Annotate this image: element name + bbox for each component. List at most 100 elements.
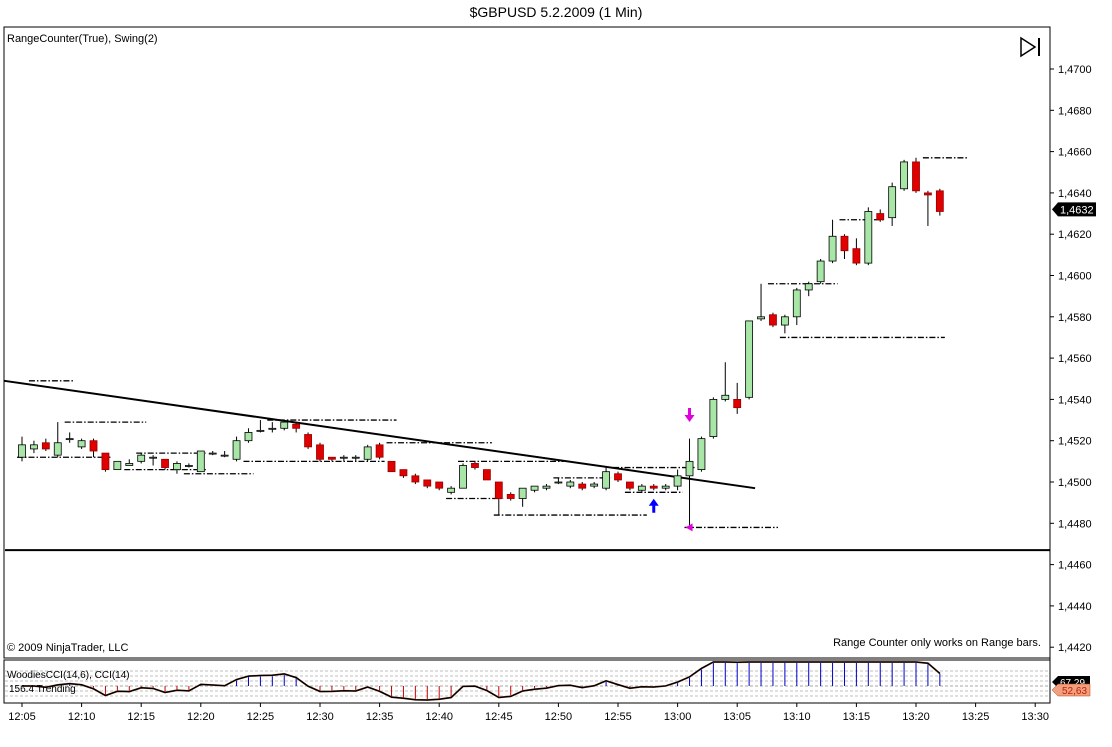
candle: [30, 440, 38, 454]
x-tick-label: 13:10: [783, 711, 811, 723]
x-tick-label: 13:20: [902, 711, 930, 723]
candle: [602, 467, 610, 491]
candle: [888, 182, 897, 226]
candle: [590, 482, 599, 489]
candle: [399, 469, 408, 478]
candle-body: [888, 186, 897, 219]
price-panel: [3, 26, 1051, 659]
candle: [792, 287, 801, 326]
candle-body: [399, 469, 408, 477]
candle-body: [912, 161, 920, 192]
range-counter-note: Range Counter only works on Range bars.: [833, 637, 1041, 649]
candle: [363, 444, 372, 462]
candle-body: [804, 283, 813, 291]
candle-body: [387, 460, 396, 473]
y-axis-labels: 1,4700 1,4680 1,4660 1,4640 1,4620 1,4600 1,45…: [1050, 64, 1092, 654]
candle: [757, 283, 765, 321]
window-title: $GBPUSD 5.2.2009 (1 Min): [469, 4, 643, 20]
candle-body: [41, 442, 50, 450]
candle: [721, 362, 730, 402]
x-tick-label: 12:35: [366, 711, 394, 723]
candle: [852, 238, 861, 266]
candle: [447, 486, 456, 495]
candle: [924, 190, 932, 226]
indicators-label: RangeCounter(True), Swing(2): [7, 33, 158, 45]
candle-body: [232, 440, 241, 460]
candle-body: [53, 442, 62, 456]
indicator-panel: [3, 659, 1051, 704]
x-tick-label: 12:10: [68, 711, 96, 723]
candle-body: [208, 452, 217, 455]
candle: [232, 436, 241, 462]
candle-body: [196, 450, 205, 473]
candle: [745, 320, 754, 400]
candle: [18, 436, 26, 462]
candle-body: [435, 481, 444, 489]
candle-body: [828, 235, 837, 262]
candle-body: [602, 471, 610, 489]
buy-arrow-icon: [648, 498, 659, 513]
x-tick-label: 12:40: [425, 711, 453, 723]
candle-body: [900, 161, 908, 190]
candle: [733, 382, 742, 414]
candle: [375, 442, 384, 460]
candle-body: [89, 440, 98, 452]
x-tick-label: 13:15: [843, 711, 871, 723]
candle: [339, 455, 348, 462]
y-tick-label: 1,4640: [1058, 188, 1092, 200]
candle-body: [149, 456, 158, 459]
candle: [637, 484, 646, 493]
candle: [828, 219, 837, 264]
y-tick-label: 1,4540: [1058, 394, 1092, 406]
candle-body: [721, 394, 730, 400]
y-tick-label: 1,4600: [1058, 271, 1092, 283]
candle-body: [590, 483, 599, 487]
candle: [280, 420, 289, 431]
candle-body: [554, 481, 563, 484]
candle: [649, 484, 658, 491]
candle-body: [30, 444, 38, 450]
y-tick-label: 1,4680: [1058, 105, 1092, 117]
candle: [626, 481, 634, 491]
candle: [101, 452, 110, 472]
candle: [709, 397, 718, 439]
x-tick-label: 13:05: [723, 711, 751, 723]
y-tick-label: 1,4620: [1058, 229, 1092, 241]
candle-body: [733, 398, 742, 409]
sell-arrow-icon: [684, 407, 695, 422]
signal-dot-icon: [685, 523, 693, 532]
candle: [304, 432, 312, 449]
candle-body: [697, 438, 706, 471]
candle-body: [685, 460, 694, 477]
x-tick-label: 12:45: [485, 711, 513, 723]
candle: [685, 438, 694, 526]
copyright-label: © 2009 NinjaTrader, LLC: [7, 642, 128, 654]
candle-body: [769, 314, 777, 326]
candle: [673, 469, 682, 491]
trend-lines: [3, 379, 1050, 552]
svg-text:52,63: 52,63: [1062, 686, 1087, 697]
x-tick-label: 12:30: [306, 711, 334, 723]
x-tick-label: 13:25: [962, 711, 990, 723]
candle: [900, 159, 908, 191]
candle-body: [351, 456, 360, 459]
candle: [518, 487, 527, 507]
candle: [530, 485, 539, 493]
candle-body: [626, 481, 634, 489]
candle: [387, 460, 396, 473]
x-tick-label: 13:30: [1021, 711, 1049, 723]
svg-text:67,29: 67,29: [1060, 678, 1085, 689]
candle: [220, 451, 229, 458]
candle-body: [268, 427, 277, 430]
candle-body: [256, 429, 265, 432]
candle-body: [18, 444, 26, 458]
candle: [661, 484, 670, 491]
candle-body: [77, 440, 86, 448]
candle-body: [709, 398, 718, 437]
step-forward-icon[interactable]: [1018, 35, 1046, 59]
cci-indicator: [5, 661, 1050, 702]
candle: [840, 234, 849, 259]
candle: [196, 450, 205, 473]
candle-body: [816, 260, 825, 283]
